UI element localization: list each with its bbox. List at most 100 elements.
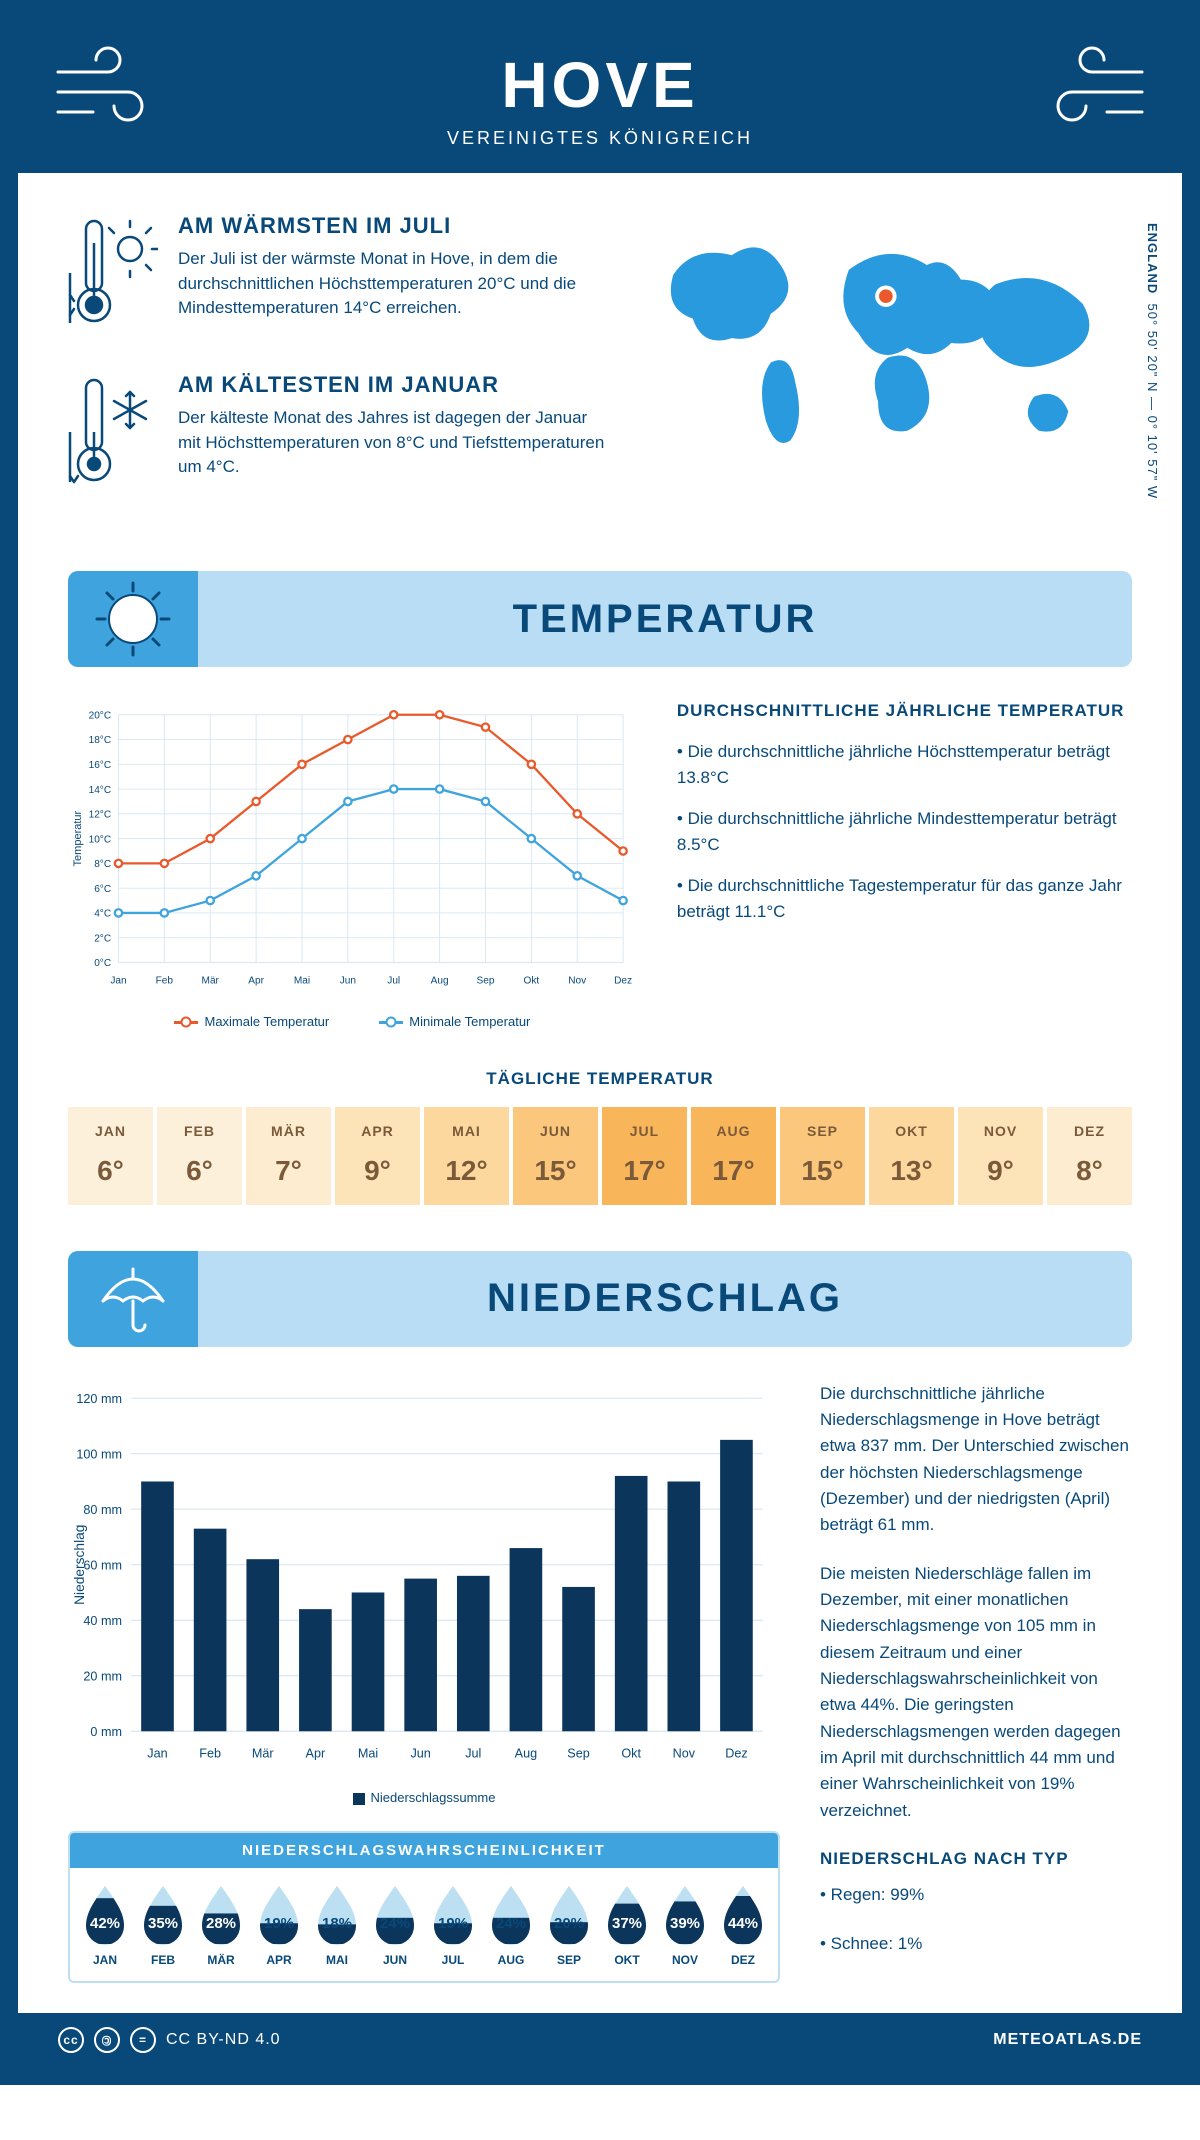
heat-cell: DEZ8° <box>1047 1107 1132 1205</box>
svg-text:Sep: Sep <box>567 1746 589 1760</box>
svg-text:120 mm: 120 mm <box>76 1391 122 1405</box>
svg-text:Dez: Dez <box>725 1746 747 1760</box>
probability-title: NIEDERSCHLAGSWAHRSCHEINLICHKEIT <box>70 1833 778 1868</box>
temp-legend: Maximale Temperatur Minimale Temperatur <box>68 1014 637 1029</box>
thermometer-sun-icon <box>68 213 158 333</box>
thermometer-snow-icon <box>68 372 158 492</box>
probability-drop: 28% MÄR <box>192 1882 250 1967</box>
probability-drop: 20% SEP <box>540 1882 598 1967</box>
svg-text:6°C: 6°C <box>94 884 111 895</box>
heat-cell: OKT13° <box>869 1107 954 1205</box>
svg-text:Jan: Jan <box>147 1746 167 1760</box>
coldest-text: Der kälteste Monat des Jahres ist dagege… <box>178 406 604 480</box>
svg-text:Dez: Dez <box>614 976 632 987</box>
wind-icon <box>1042 42 1152 132</box>
probability-drop: 18% MAI <box>308 1882 366 1967</box>
svg-text:20 mm: 20 mm <box>83 1669 122 1683</box>
probability-drop: 24% AUG <box>482 1882 540 1967</box>
precip-legend: Niederschlagssumme <box>68 1790 780 1805</box>
temp-fact-2: • Die durchschnittliche jährliche Mindes… <box>677 806 1132 857</box>
svg-text:Nov: Nov <box>568 976 586 987</box>
svg-text:Temperatur: Temperatur <box>72 810 84 866</box>
svg-text:44%: 44% <box>728 1915 758 1932</box>
svg-text:Mär: Mär <box>252 1746 274 1760</box>
svg-text:60 mm: 60 mm <box>83 1558 122 1572</box>
temperature-banner: TEMPERATUR <box>68 571 1132 667</box>
heat-cell: NOV9° <box>958 1107 1043 1205</box>
world-map <box>644 213 1132 473</box>
precip-type-snow: • Schnee: 1% <box>820 1931 1132 1957</box>
precip-type-rain: • Regen: 99% <box>820 1882 1132 1908</box>
probability-drop: 37% OKT <box>598 1882 656 1967</box>
svg-text:Okt: Okt <box>621 1746 641 1760</box>
temp-fact-1: • Die durchschnittliche jährliche Höchst… <box>677 739 1132 790</box>
svg-text:Feb: Feb <box>199 1746 221 1760</box>
svg-text:Okt: Okt <box>524 976 540 987</box>
site-name: METEOATLAS.DE <box>993 2031 1142 2049</box>
svg-text:28%: 28% <box>206 1915 236 1932</box>
svg-text:Mai: Mai <box>294 976 310 987</box>
probability-drop: 19% APR <box>250 1882 308 1967</box>
heat-cell: JUL17° <box>602 1107 687 1205</box>
probability-drop: 19% JUL <box>424 1882 482 1967</box>
svg-text:Aug: Aug <box>431 976 449 987</box>
svg-text:Apr: Apr <box>248 976 264 987</box>
coldest-title: AM KÄLTESTEN IM JANUAR <box>178 372 604 398</box>
svg-text:Aug: Aug <box>515 1746 537 1760</box>
precip-paragraph-2: Die meisten Niederschläge fallen im Deze… <box>820 1561 1132 1824</box>
warmest-fact: AM WÄRMSTEN IM JULI Der Juli ist der wär… <box>68 213 604 338</box>
precipitation-banner: NIEDERSCHLAG <box>68 1251 1132 1347</box>
coordinates: ENGLAND 50° 50' 20" N — 0° 10' 57" W <box>1145 223 1160 499</box>
umbrella-icon <box>91 1257 175 1341</box>
sun-icon <box>91 577 175 661</box>
header: HOVE VEREINIGTES KÖNIGREICH <box>18 18 1182 173</box>
svg-text:Mai: Mai <box>358 1746 378 1760</box>
svg-text:100 mm: 100 mm <box>76 1447 122 1461</box>
svg-text:37%: 37% <box>612 1915 642 1932</box>
svg-text:Nov: Nov <box>673 1746 696 1760</box>
svg-text:Sep: Sep <box>477 976 495 987</box>
svg-text:80 mm: 80 mm <box>83 1502 122 1516</box>
svg-text:16°C: 16°C <box>89 760 112 771</box>
svg-text:Niederschlag: Niederschlag <box>72 1524 87 1604</box>
svg-text:19%: 19% <box>438 1915 468 1932</box>
svg-text:14°C: 14°C <box>89 785 112 796</box>
svg-text:35%: 35% <box>148 1915 178 1932</box>
temperature-heading: TEMPERATUR <box>198 597 1132 642</box>
city-title: HOVE <box>58 48 1142 122</box>
svg-text:4°C: 4°C <box>94 909 111 920</box>
precipitation-bar-chart: 0 mm 20 mm 40 mm 60 mm 80 mm 100 mm 120 mm Jan F… <box>68 1381 780 1771</box>
svg-text:0 mm: 0 mm <box>90 1724 122 1738</box>
license: cc🄯= CC BY-ND 4.0 <box>58 2027 281 2053</box>
svg-text:20%: 20% <box>554 1915 584 1932</box>
svg-text:Apr: Apr <box>306 1746 326 1760</box>
warmest-title: AM WÄRMSTEN IM JULI <box>178 213 604 239</box>
daily-temp-title: TÄGLICHE TEMPERATUR <box>68 1069 1132 1089</box>
heat-cell: JAN6° <box>68 1107 153 1205</box>
svg-text:Jan: Jan <box>110 976 126 987</box>
precipitation-heading: NIEDERSCHLAG <box>198 1276 1132 1321</box>
probability-drop: 24% JUN <box>366 1882 424 1967</box>
probability-drop: 35% FEB <box>134 1882 192 1967</box>
svg-text:20°C: 20°C <box>89 710 112 721</box>
probability-drop: 44% DEZ <box>714 1882 772 1967</box>
svg-text:19%: 19% <box>264 1915 294 1932</box>
svg-text:12°C: 12°C <box>89 810 112 821</box>
heat-cell: SEP15° <box>780 1107 865 1205</box>
warmest-text: Der Juli ist der wärmste Monat in Hove, … <box>178 247 604 321</box>
svg-text:0°C: 0°C <box>94 958 111 969</box>
svg-text:24%: 24% <box>496 1915 526 1932</box>
svg-text:8°C: 8°C <box>94 859 111 870</box>
heat-cell: AUG17° <box>691 1107 776 1205</box>
heat-cell: APR9° <box>335 1107 420 1205</box>
svg-text:10°C: 10°C <box>89 834 112 845</box>
svg-text:18°C: 18°C <box>89 735 112 746</box>
svg-text:39%: 39% <box>670 1915 700 1932</box>
heat-cell: JUN15° <box>513 1107 598 1205</box>
svg-text:40 mm: 40 mm <box>83 1613 122 1627</box>
svg-text:Feb: Feb <box>156 976 174 987</box>
temperature-line-chart: 0°C2°C4°C6°C8°C10°C12°C14°C16°C18°C20°CJ… <box>68 701 637 995</box>
probability-drop: 42% JAN <box>76 1882 134 1967</box>
heat-cell: MAI12° <box>424 1107 509 1205</box>
precip-paragraph-1: Die durchschnittliche jährliche Niedersc… <box>820 1381 1132 1539</box>
